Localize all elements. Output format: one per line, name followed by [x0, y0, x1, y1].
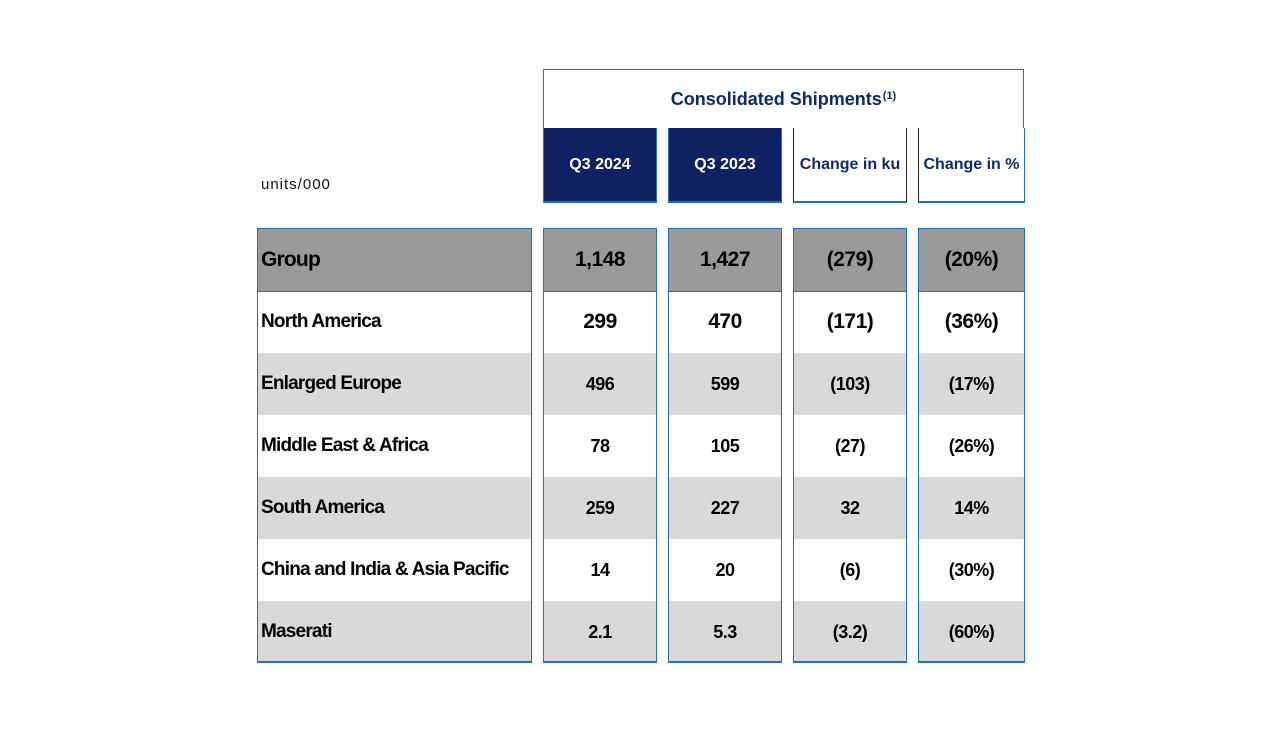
value-cell: (27): [834, 435, 866, 456]
value-cell: 78: [590, 435, 610, 456]
header-title: Consolidated Shipments: [670, 88, 882, 109]
row-label-middle-east-africa: Middle East & Africa: [261, 435, 429, 456]
units-label: units/000: [261, 176, 331, 193]
value-cell: (3.2): [794, 601, 906, 661]
value-cell: 105: [710, 435, 740, 456]
row-label-south-america: South America: [258, 477, 531, 539]
q3-2023-column: 1,427 470 599 105 227 20 5.3: [668, 228, 782, 663]
value-cell: 2.1: [544, 601, 656, 661]
value-cell: (103): [794, 353, 906, 415]
value-cell: 1,427: [669, 229, 781, 292]
value-cell: (17%): [919, 353, 1024, 415]
value-cell: 14%: [919, 477, 1024, 539]
value-cell: (6): [839, 559, 861, 580]
value-cell: (279): [794, 229, 906, 292]
value-cell: 259: [544, 477, 656, 539]
value-cell: 470: [708, 310, 742, 333]
value-cell: 599: [669, 353, 781, 415]
row-label-group: Group: [258, 229, 531, 292]
value-cell: (171): [826, 310, 874, 333]
column-header-q3-2024: Q3 2024: [543, 128, 657, 203]
q3-2024-column: 1,148 299 496 78 259 14 2.1: [543, 228, 657, 663]
row-label-maserati: Maserati: [258, 601, 531, 661]
value-cell: 5.3: [669, 601, 781, 661]
row-label-enlarged-europe: Enlarged Europe: [258, 353, 531, 415]
value-cell: (26%): [948, 435, 995, 456]
value-cell: (30%): [948, 559, 995, 580]
change-pct-column: (20%) (36%) (17%) (26%) 14% (30%) (60%): [918, 228, 1025, 663]
column-header-change-pct: Change in %: [918, 128, 1025, 203]
value-cell: 14: [590, 559, 610, 580]
row-labels-column: Group North America Enlarged Europe Midd…: [257, 228, 532, 663]
value-cell: 299: [583, 310, 617, 333]
value-cell: (36%): [944, 310, 999, 333]
header-footnote: (1): [882, 90, 897, 102]
value-cell: (60%): [919, 601, 1024, 661]
column-header-q3-2023: Q3 2023: [668, 128, 782, 203]
value-cell: 20: [715, 559, 735, 580]
value-cell: 496: [544, 353, 656, 415]
consolidated-shipments-header: Consolidated Shipments (1): [543, 69, 1024, 128]
value-cell: 1,148: [544, 229, 656, 292]
change-ku-column: (279) (171) (103) (27) 32 (6) (3.2): [793, 228, 907, 663]
value-cell: (20%): [919, 229, 1024, 292]
row-label-china-india-apac: China and India & Asia Pacific: [261, 559, 510, 580]
value-cell: 227: [669, 477, 781, 539]
column-header-change-ku: Change in ku: [793, 128, 907, 203]
value-cell: 32: [794, 477, 906, 539]
row-label-north-america: North America: [261, 311, 382, 332]
